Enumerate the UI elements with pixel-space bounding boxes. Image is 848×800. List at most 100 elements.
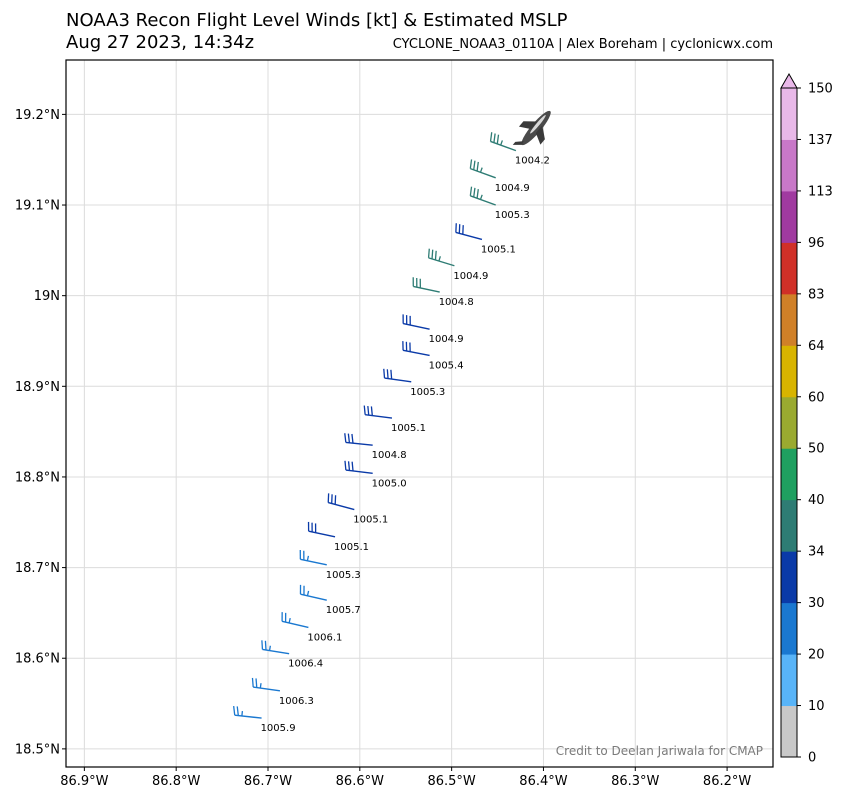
barb-flag bbox=[347, 433, 351, 443]
credit-text: Credit to Deelan Jariwala for CMAP bbox=[556, 744, 763, 758]
y-tick-label: 18.7°N bbox=[15, 561, 60, 576]
barb-flag bbox=[367, 405, 370, 416]
barb-flag bbox=[473, 160, 476, 170]
wind-barbs: 1004.2 1004.9 1005.3 1005.1 1004.9 1004.8 1004… bbox=[233, 132, 550, 734]
barb-flag bbox=[469, 186, 473, 196]
barb-flag bbox=[261, 640, 264, 650]
wind-barb: 1005.3 bbox=[469, 186, 530, 221]
x-tick-label: 86.9°W bbox=[60, 774, 108, 789]
chart-subtitle: Aug 27 2023, 14:34z bbox=[66, 32, 255, 53]
colorbar-tick-label: 50 bbox=[808, 442, 825, 457]
barb-flag bbox=[255, 678, 258, 688]
colorbar-tick-label: 83 bbox=[808, 287, 825, 302]
barb-flag bbox=[434, 250, 437, 261]
y-tick-label: 19.2°N bbox=[15, 108, 60, 123]
wind-barb: 1006.3 bbox=[251, 677, 314, 707]
mslp-label: 1006.1 bbox=[307, 632, 342, 643]
x-tick-label: 86.6°W bbox=[336, 774, 384, 789]
mslp-label: 1006.4 bbox=[288, 659, 323, 670]
colorbar-segment bbox=[781, 139, 797, 192]
barb-shaft bbox=[413, 285, 440, 293]
mslp-label: 1004.9 bbox=[429, 334, 464, 345]
colorbar-tick-label: 137 bbox=[808, 133, 833, 148]
barb-half-flag bbox=[288, 617, 291, 624]
x-tick-label: 86.5°W bbox=[427, 774, 475, 789]
barb-half-flag bbox=[259, 683, 262, 689]
barb-shaft bbox=[308, 530, 336, 538]
wind-barb: 1005.7 bbox=[299, 584, 361, 616]
barb-flag bbox=[351, 461, 354, 471]
barb-shaft bbox=[403, 322, 430, 330]
colorbar-tick-label: 113 bbox=[808, 184, 833, 199]
wind-barb: 1006.1 bbox=[281, 612, 342, 643]
barb-flag bbox=[390, 369, 393, 380]
chart-title: NOAA3 Recon Flight Level Winds [kt] & Es… bbox=[66, 10, 568, 31]
barb-shaft bbox=[384, 377, 412, 383]
barb-shaft bbox=[428, 257, 455, 267]
barb-shaft bbox=[234, 714, 262, 719]
mslp-label: 1004.9 bbox=[453, 271, 488, 282]
barb-flag bbox=[469, 159, 473, 169]
mslp-label: 1004.8 bbox=[439, 297, 474, 308]
wind-barb: 1004.2 bbox=[489, 132, 550, 167]
mslp-label: 1004.2 bbox=[515, 156, 550, 167]
x-tick-label: 86.8°W bbox=[152, 774, 200, 789]
wind-barb: 1004.9 bbox=[469, 159, 530, 194]
barb-half-flag bbox=[241, 710, 244, 717]
chart-source: CYCLONE_NOAA3_0110A | Alex Boreham | cyc… bbox=[392, 37, 773, 52]
barb-shaft bbox=[345, 469, 373, 475]
barb-flag bbox=[347, 461, 351, 471]
axis-ticks: 86.9°W 86.8°W 86.7°W 86.6°W 86.5°W 86.4°W 86.3… bbox=[15, 108, 752, 789]
mslp-label: 1005.1 bbox=[334, 542, 369, 553]
wind-barb: 1004.9 bbox=[427, 248, 488, 282]
barb-half-flag bbox=[500, 140, 503, 146]
barb-shaft bbox=[300, 558, 327, 566]
colorbar-segment bbox=[781, 654, 797, 707]
mslp-label: 1006.3 bbox=[279, 696, 314, 707]
colorbar-extend-arrow bbox=[780, 72, 798, 89]
barb-shaft bbox=[328, 501, 355, 511]
barb-shaft bbox=[455, 231, 483, 241]
barb-flag bbox=[476, 161, 479, 172]
colorbar-tick-label: 34 bbox=[808, 545, 825, 560]
barb-flag bbox=[363, 405, 366, 415]
y-tick-label: 18.6°N bbox=[15, 652, 60, 667]
wind-barb: 1005.1 bbox=[363, 405, 426, 434]
barb-flag bbox=[427, 248, 430, 258]
barb-flag bbox=[344, 460, 347, 471]
x-tick-label: 86.3°W bbox=[611, 774, 659, 789]
barb-flag bbox=[370, 406, 373, 416]
colorbar-segment bbox=[781, 602, 797, 655]
barb-flag bbox=[473, 187, 476, 198]
colorbar-tick-label: 96 bbox=[808, 236, 825, 251]
mslp-label: 1004.9 bbox=[495, 183, 530, 194]
wind-barb: 1004.8 bbox=[344, 433, 407, 461]
x-tick-label: 86.2°W bbox=[703, 774, 751, 789]
barb-shaft bbox=[281, 620, 309, 629]
mslp-label: 1005.1 bbox=[353, 515, 388, 526]
barb-flag bbox=[344, 433, 347, 443]
wind-barb: 1004.8 bbox=[412, 277, 474, 308]
barb-shaft bbox=[300, 593, 327, 601]
x-tick-label: 86.4°W bbox=[519, 774, 567, 789]
aircraft-icon bbox=[512, 110, 551, 146]
colorbar-tick-label: 64 bbox=[808, 339, 825, 354]
colorbar-frame bbox=[780, 88, 798, 758]
barb-shaft bbox=[262, 648, 290, 655]
barb-flag bbox=[386, 369, 389, 379]
colorbar-tick-label: 40 bbox=[808, 493, 825, 508]
wind-barb: 1005.1 bbox=[327, 493, 388, 526]
mslp-label: 1004.8 bbox=[372, 450, 407, 461]
wind-barb: 1005.4 bbox=[402, 341, 464, 371]
barb-half-flag bbox=[268, 645, 271, 651]
barb-flag bbox=[236, 706, 239, 716]
barb-flag bbox=[251, 677, 254, 688]
colorbar-segment bbox=[781, 293, 797, 346]
mslp-label: 1005.3 bbox=[326, 570, 361, 581]
barb-half-flag bbox=[479, 167, 483, 173]
wind-barb: 1005.3 bbox=[299, 550, 361, 581]
colorbar-segment bbox=[781, 705, 797, 758]
colorbar-segment bbox=[781, 190, 797, 243]
colorbar-tick-label: 0 bbox=[808, 751, 816, 766]
colorbar-tick-label: 20 bbox=[808, 648, 825, 663]
